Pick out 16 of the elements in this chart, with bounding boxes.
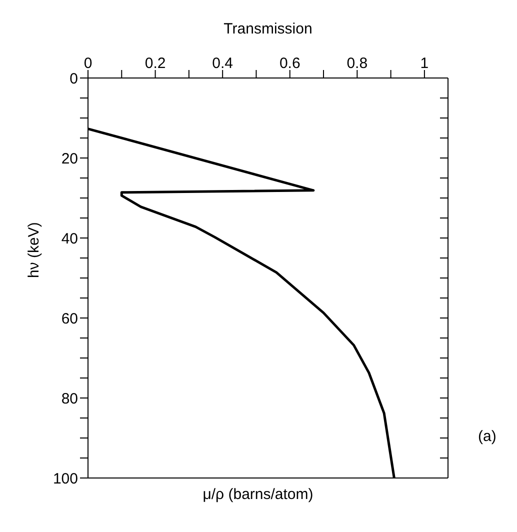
x-tick-label: 0.8 — [346, 55, 368, 72]
y-tick-label: 20 — [61, 150, 78, 168]
y-axis-title: hν (keV) — [25, 222, 42, 278]
y-tick-label: 0 — [70, 70, 78, 88]
x-tick-label: 0.2 — [144, 55, 166, 72]
y-tick-label: 60 — [61, 310, 78, 328]
text: μ/ρ (barns/atom) — [202, 486, 314, 503]
x-tick-label: 0.4 — [212, 55, 234, 72]
text: (a) — [478, 428, 496, 445]
x-tick-label: 0.6 — [279, 55, 300, 72]
x-tick-label: 1 — [420, 55, 429, 72]
y-tick-label: 80 — [61, 390, 78, 408]
x-tick-label: 0 — [84, 55, 92, 72]
y-tick-label: 100 — [52, 470, 78, 488]
y-tick-label: 40 — [61, 230, 78, 248]
x-axis-title: Transmission — [224, 20, 312, 38]
